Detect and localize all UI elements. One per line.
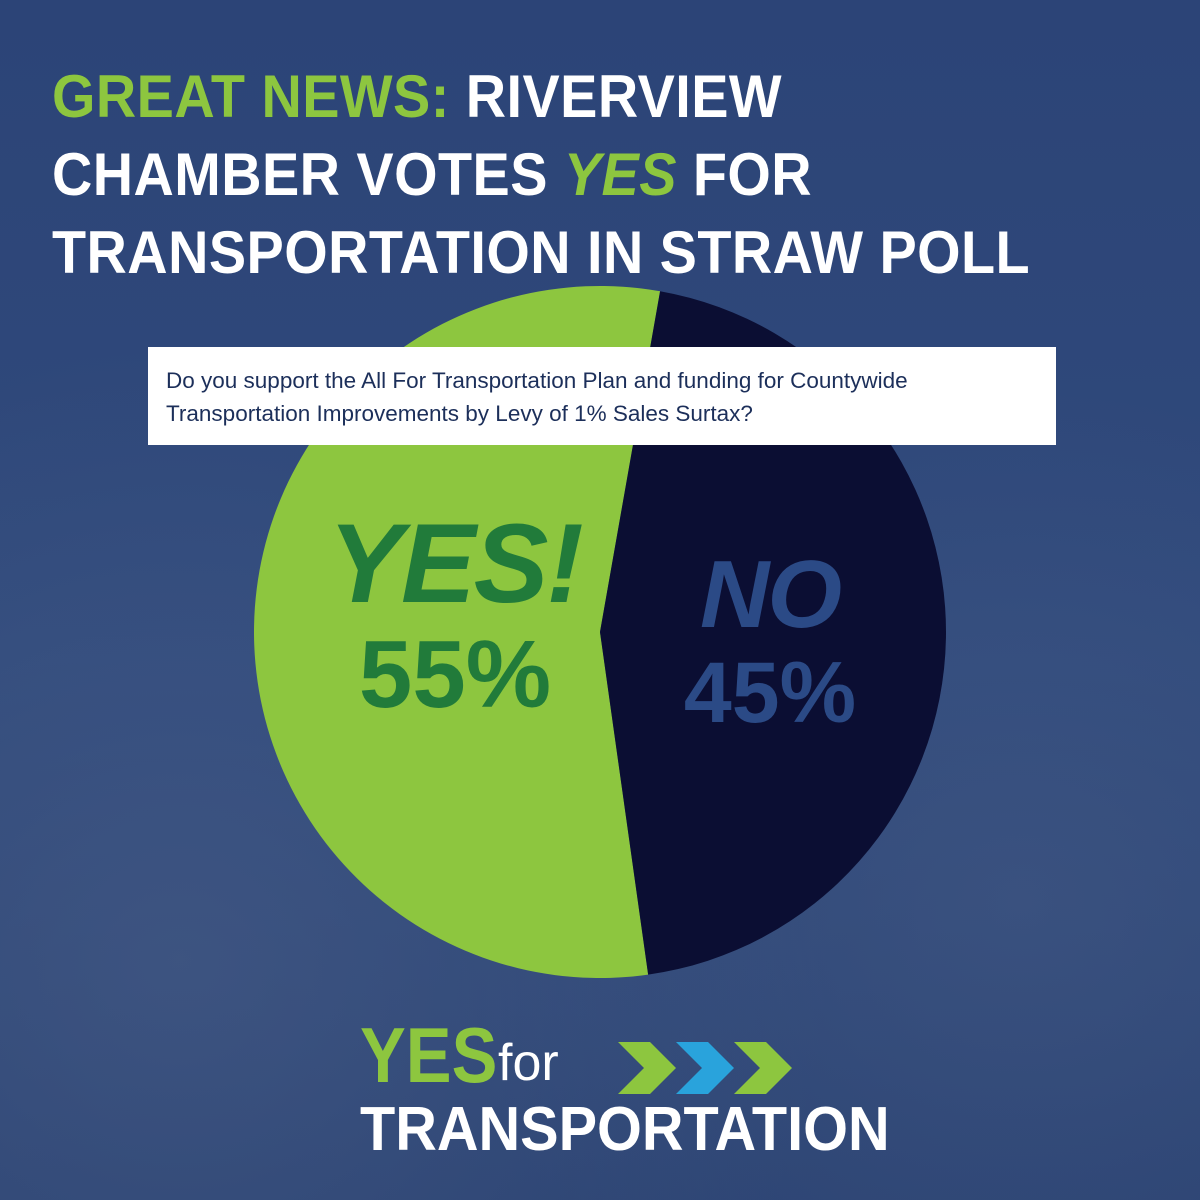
logo-for-text: for bbox=[498, 1034, 559, 1092]
logo-yes-text: YES bbox=[360, 1011, 498, 1099]
chevron-shape bbox=[618, 1042, 676, 1094]
chevron-shape bbox=[676, 1042, 734, 1094]
yes-percent-label: 55% bbox=[358, 621, 552, 728]
poll-question-box: Do you support the All For Transportatio… bbox=[148, 347, 1056, 445]
yes-for-transportation-logo: YES for TRANSPORTATION bbox=[340, 1010, 890, 1170]
yes-label-text: YES! bbox=[328, 501, 583, 626]
headline: GREAT NEWS: RIVERVIEW CHAMBER VOTES YES … bbox=[52, 58, 1084, 292]
no-label-text: NO bbox=[700, 541, 842, 648]
headline-part1: RIVERVIEW CHAMBER VOTES bbox=[52, 63, 783, 208]
pie-slice-no bbox=[600, 291, 946, 975]
chevron-shape bbox=[734, 1042, 792, 1094]
chevrons-icon bbox=[618, 1042, 792, 1094]
yes-slice-label: YES! 55% bbox=[305, 505, 605, 727]
headline-part2: FOR TRANSPORTATION IN STRAW POLL bbox=[52, 141, 1031, 286]
poll-question: Do you support the All For Transportatio… bbox=[166, 368, 908, 426]
headline-lead: GREAT NEWS: bbox=[52, 63, 450, 130]
headline-emphasis: YES bbox=[563, 141, 677, 208]
logo-transportation-text: TRANSPORTATION bbox=[360, 1095, 890, 1164]
pie-slice-yes bbox=[253, 286, 661, 978]
no-slice-label: NO 45% bbox=[650, 541, 890, 742]
no-percent-label: 45% bbox=[683, 645, 857, 741]
